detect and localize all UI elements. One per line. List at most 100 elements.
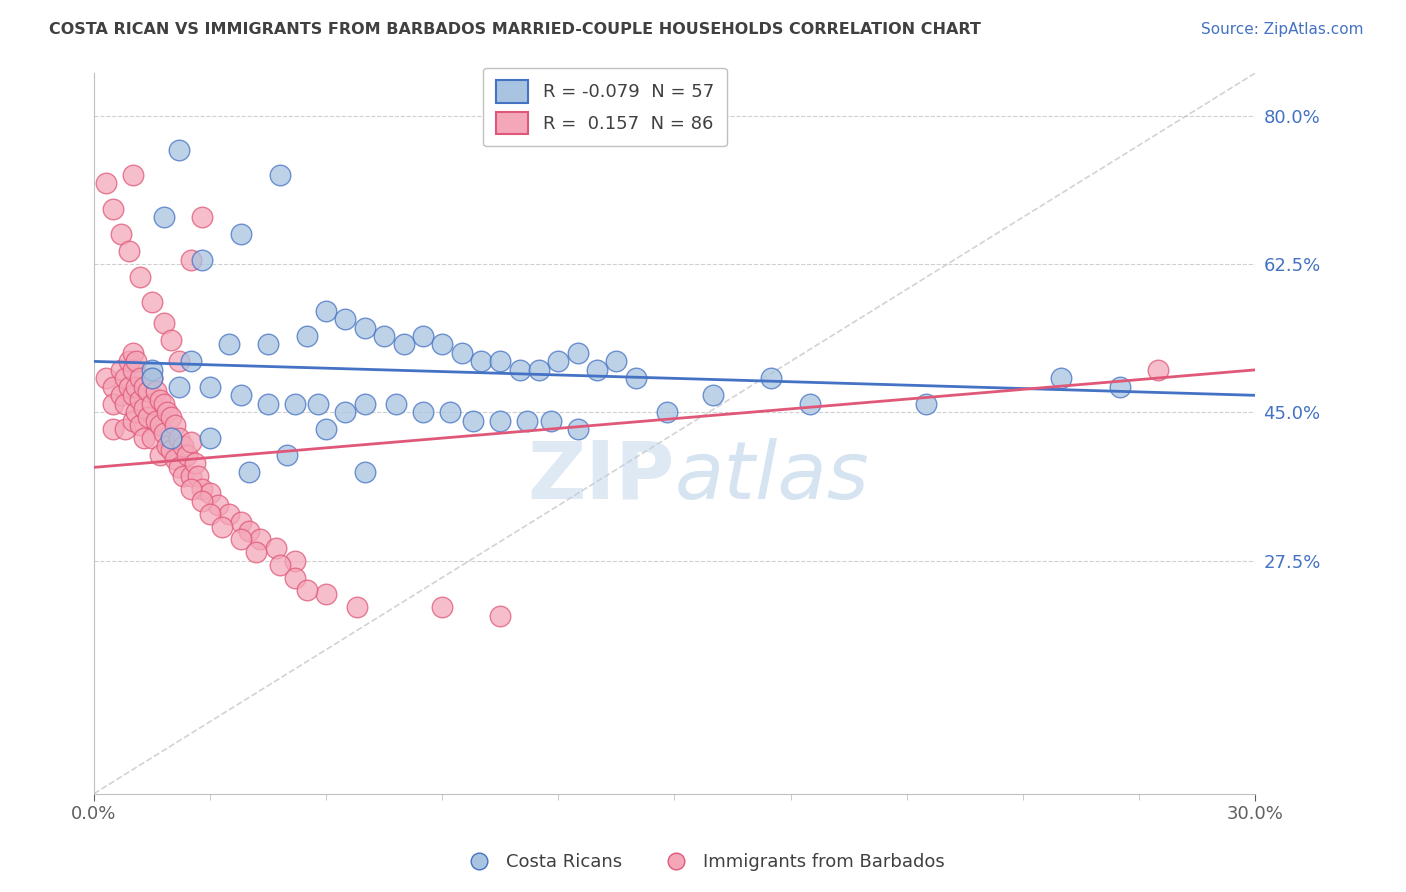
Point	[315, 422, 337, 436]
Point	[269, 168, 291, 182]
Point	[180, 468, 202, 483]
Point	[165, 417, 187, 432]
Point	[118, 244, 141, 259]
Point	[136, 409, 159, 424]
Point	[295, 583, 318, 598]
Point	[187, 468, 209, 483]
Point	[605, 354, 627, 368]
Point	[353, 320, 375, 334]
Point	[152, 211, 174, 225]
Point	[152, 397, 174, 411]
Legend: Costa Ricans, Immigrants from Barbados: Costa Ricans, Immigrants from Barbados	[454, 847, 952, 879]
Point	[1108, 380, 1130, 394]
Point	[527, 363, 550, 377]
Point	[1050, 371, 1073, 385]
Point	[183, 456, 205, 470]
Point	[149, 392, 172, 407]
Point	[156, 439, 179, 453]
Point	[315, 587, 337, 601]
Point	[229, 227, 252, 242]
Point	[702, 388, 724, 402]
Point	[284, 397, 307, 411]
Point	[129, 392, 152, 407]
Point	[110, 388, 132, 402]
Point	[167, 143, 190, 157]
Point	[264, 541, 287, 555]
Point	[145, 384, 167, 398]
Point	[149, 448, 172, 462]
Text: atlas: atlas	[675, 438, 869, 516]
Point	[156, 405, 179, 419]
Point	[141, 363, 163, 377]
Point	[191, 494, 214, 508]
Point	[655, 405, 678, 419]
Point	[145, 414, 167, 428]
Point	[134, 380, 156, 394]
Point	[218, 507, 240, 521]
Point	[335, 312, 357, 326]
Point	[547, 354, 569, 368]
Point	[489, 608, 512, 623]
Point	[125, 354, 148, 368]
Point	[125, 380, 148, 394]
Point	[167, 354, 190, 368]
Point	[346, 600, 368, 615]
Point	[412, 405, 434, 419]
Point	[432, 600, 454, 615]
Point	[238, 465, 260, 479]
Point	[149, 417, 172, 432]
Point	[141, 295, 163, 310]
Point	[160, 443, 183, 458]
Point	[114, 422, 136, 436]
Point	[276, 448, 298, 462]
Point	[121, 363, 143, 377]
Point	[114, 397, 136, 411]
Point	[284, 570, 307, 584]
Point	[167, 431, 190, 445]
Point	[118, 354, 141, 368]
Point	[103, 422, 125, 436]
Point	[152, 426, 174, 441]
Point	[392, 337, 415, 351]
Point	[198, 485, 221, 500]
Point	[295, 329, 318, 343]
Point	[103, 202, 125, 216]
Point	[385, 397, 408, 411]
Point	[229, 516, 252, 530]
Legend: R = -0.079  N = 57, R =  0.157  N = 86: R = -0.079 N = 57, R = 0.157 N = 86	[484, 68, 727, 146]
Point	[257, 337, 280, 351]
Point	[439, 405, 461, 419]
Point	[229, 388, 252, 402]
Point	[134, 401, 156, 415]
Point	[540, 414, 562, 428]
Point	[118, 380, 141, 394]
Point	[121, 388, 143, 402]
Point	[165, 451, 187, 466]
Point	[761, 371, 783, 385]
Point	[141, 397, 163, 411]
Text: COSTA RICAN VS IMMIGRANTS FROM BARBADOS MARRIED-COUPLE HOUSEHOLDS CORRELATION CH: COSTA RICAN VS IMMIGRANTS FROM BARBADOS …	[49, 22, 981, 37]
Point	[489, 354, 512, 368]
Point	[432, 337, 454, 351]
Point	[353, 397, 375, 411]
Point	[1147, 363, 1170, 377]
Point	[353, 465, 375, 479]
Point	[110, 227, 132, 242]
Point	[284, 553, 307, 567]
Point	[207, 499, 229, 513]
Point	[269, 558, 291, 572]
Point	[915, 397, 938, 411]
Point	[121, 346, 143, 360]
Point	[121, 414, 143, 428]
Point	[129, 269, 152, 284]
Point	[229, 533, 252, 547]
Point	[586, 363, 609, 377]
Point	[94, 177, 117, 191]
Point	[129, 417, 152, 432]
Text: Source: ZipAtlas.com: Source: ZipAtlas.com	[1201, 22, 1364, 37]
Point	[129, 371, 152, 385]
Point	[191, 482, 214, 496]
Point	[211, 519, 233, 533]
Point	[218, 337, 240, 351]
Point	[141, 371, 163, 385]
